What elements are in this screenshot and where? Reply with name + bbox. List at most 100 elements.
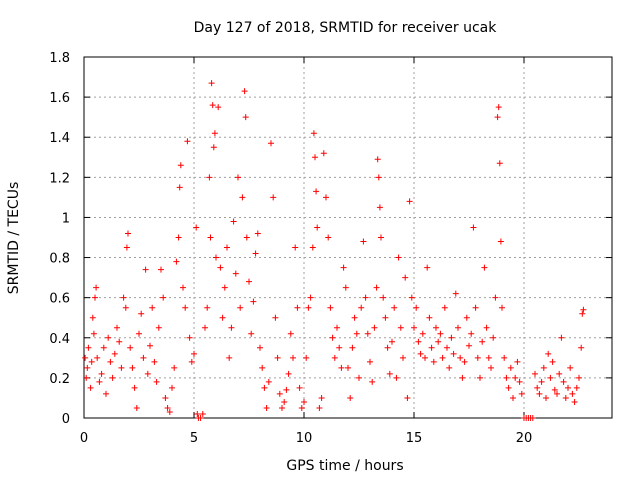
data-point: [367, 358, 373, 365]
data-point: [114, 324, 120, 331]
data-point: [309, 244, 316, 251]
data-point: [499, 304, 505, 311]
data-point: [274, 354, 281, 361]
data-point: [362, 294, 369, 301]
data-point: [461, 358, 468, 365]
data-point: [373, 284, 380, 291]
data-point: [340, 264, 347, 271]
data-point: [138, 310, 145, 317]
data-point: [279, 404, 285, 411]
data-point: [507, 364, 514, 371]
data-point: [406, 198, 413, 205]
data-point: [123, 244, 130, 251]
data-point: [316, 404, 323, 411]
x-axis-label: GPS time / hours: [286, 458, 403, 474]
data-point: [118, 364, 125, 371]
data-point: [444, 344, 450, 351]
data-point: [351, 314, 358, 321]
chart-title: Day 127 of 2018, SRMTID for receiver uca…: [194, 20, 498, 36]
data-point: [153, 378, 160, 385]
data-point: [217, 264, 224, 271]
data-point: [358, 304, 365, 311]
data-point: [562, 394, 569, 401]
data-point: [202, 324, 208, 331]
data-point: [450, 350, 457, 357]
data-point: [540, 364, 547, 371]
data-point: [232, 270, 239, 277]
data-point: [184, 138, 191, 145]
data-point: [516, 378, 523, 385]
data-point: [543, 394, 549, 401]
data-point: [175, 234, 182, 241]
data-point: [430, 358, 437, 365]
y-tick-label: 1.8: [49, 51, 70, 66]
y-tick-label: 1.2: [49, 171, 70, 186]
data-point: [468, 330, 475, 337]
data-point: [207, 234, 214, 241]
data-point: [307, 294, 314, 301]
data-point: [166, 408, 173, 415]
data-point: [87, 384, 94, 391]
data-point: [463, 314, 470, 321]
data-point: [191, 350, 197, 357]
data-point: [171, 364, 178, 371]
data-point: [492, 294, 499, 301]
y-tick-label: 1: [62, 211, 70, 226]
data-point: [386, 370, 393, 377]
data-point: [133, 404, 140, 411]
data-point: [92, 294, 98, 301]
data-point: [213, 254, 219, 261]
data-point: [246, 278, 252, 285]
data-point: [313, 188, 320, 195]
data-point: [356, 374, 362, 381]
data-point: [265, 378, 272, 385]
data-point: [162, 394, 169, 401]
data-point: [208, 80, 215, 87]
data-point: [206, 174, 213, 181]
data-point: [483, 324, 490, 331]
data-point: [578, 344, 585, 351]
data-point: [573, 384, 580, 391]
data-point: [285, 370, 292, 377]
data-point: [292, 244, 299, 251]
data-point: [90, 330, 97, 337]
data-point: [303, 354, 310, 361]
data-point: [488, 364, 494, 371]
data-point: [459, 374, 466, 381]
data-point: [448, 334, 455, 341]
data-point: [505, 384, 512, 391]
y-axis-label: SRMTID / TECUs: [6, 182, 22, 295]
data-point: [485, 354, 492, 361]
data-point: [371, 324, 378, 331]
data-point: [283, 386, 290, 393]
data-point: [209, 102, 216, 109]
y-tick-label: 0.8: [49, 252, 70, 267]
data-point: [470, 224, 477, 231]
data-point: [551, 386, 558, 393]
data-point: [237, 304, 244, 311]
data-point: [109, 374, 116, 381]
x-tick-label: 5: [190, 431, 198, 446]
data-point: [510, 394, 516, 401]
data-point: [129, 364, 136, 371]
data-point: [151, 358, 158, 365]
data-point: [404, 394, 411, 401]
data-point: [558, 334, 565, 341]
data-point: [380, 294, 387, 301]
data-point: [98, 370, 105, 377]
data-point: [169, 384, 175, 391]
data-point: [342, 284, 349, 291]
data-point: [347, 394, 354, 401]
data-point: [82, 354, 89, 361]
data-point: [415, 338, 422, 345]
data-point: [518, 390, 525, 397]
data-point: [433, 324, 439, 331]
data-point: [230, 218, 237, 225]
data-point: [83, 374, 90, 381]
data-point: [501, 354, 508, 361]
data-point: [193, 224, 200, 231]
data-point: [474, 354, 481, 361]
data-point: [389, 338, 395, 345]
data-point: [556, 370, 563, 377]
data-point: [536, 390, 543, 397]
